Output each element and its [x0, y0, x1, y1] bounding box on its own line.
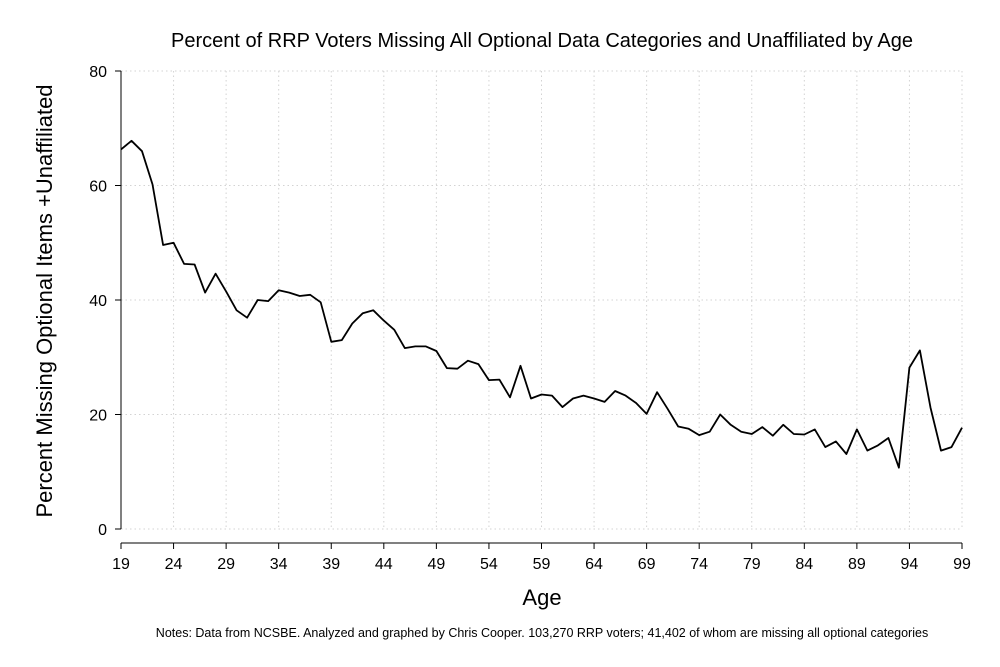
x-tick-label: 39 — [322, 556, 340, 573]
x-tick-label: 74 — [690, 556, 708, 573]
y-tick-label: 60 — [89, 179, 107, 196]
x-tick-label: 34 — [270, 556, 288, 573]
x-tick-label: 29 — [217, 556, 235, 573]
x-tick-labels: 19 24 29 34 39 44 49 54 59 64 69 74 79 84 89 94 99 — [112, 556, 971, 573]
y-tick-label: 40 — [89, 293, 107, 310]
chart-notes: Notes: Data from NCSBE. Analyzed and gra… — [156, 626, 928, 640]
x-tick-label: 19 — [112, 556, 130, 573]
y-tick-label: 0 — [98, 522, 107, 539]
x-tick-label: 44 — [375, 556, 393, 573]
x-tick-label: 54 — [480, 556, 498, 573]
y-axis-label: Percent Missing Optional Items +Unaffili… — [32, 84, 57, 517]
x-tick-label: 99 — [953, 556, 971, 573]
y-tick-label: 80 — [89, 64, 107, 81]
y-tick-labels: 0 20 40 60 80 — [89, 64, 107, 539]
x-tick-label: 49 — [427, 556, 445, 573]
x-tick-label: 24 — [165, 556, 183, 573]
x-tick-label: 84 — [795, 556, 813, 573]
x-tick-label: 64 — [585, 556, 603, 573]
x-tick-label: 94 — [901, 556, 919, 573]
chart-title: Percent of RRP Voters Missing All Option… — [171, 30, 913, 52]
x-tick-label: 89 — [848, 556, 866, 573]
x-tick-label: 69 — [638, 556, 656, 573]
axes — [115, 70, 963, 549]
y-tick-label: 20 — [89, 408, 107, 425]
x-tick-label: 79 — [743, 556, 761, 573]
x-axis-label: Age — [522, 585, 561, 610]
x-tick-label: 59 — [533, 556, 551, 573]
gridlines — [120, 70, 963, 530]
series-line — [120, 139, 963, 469]
